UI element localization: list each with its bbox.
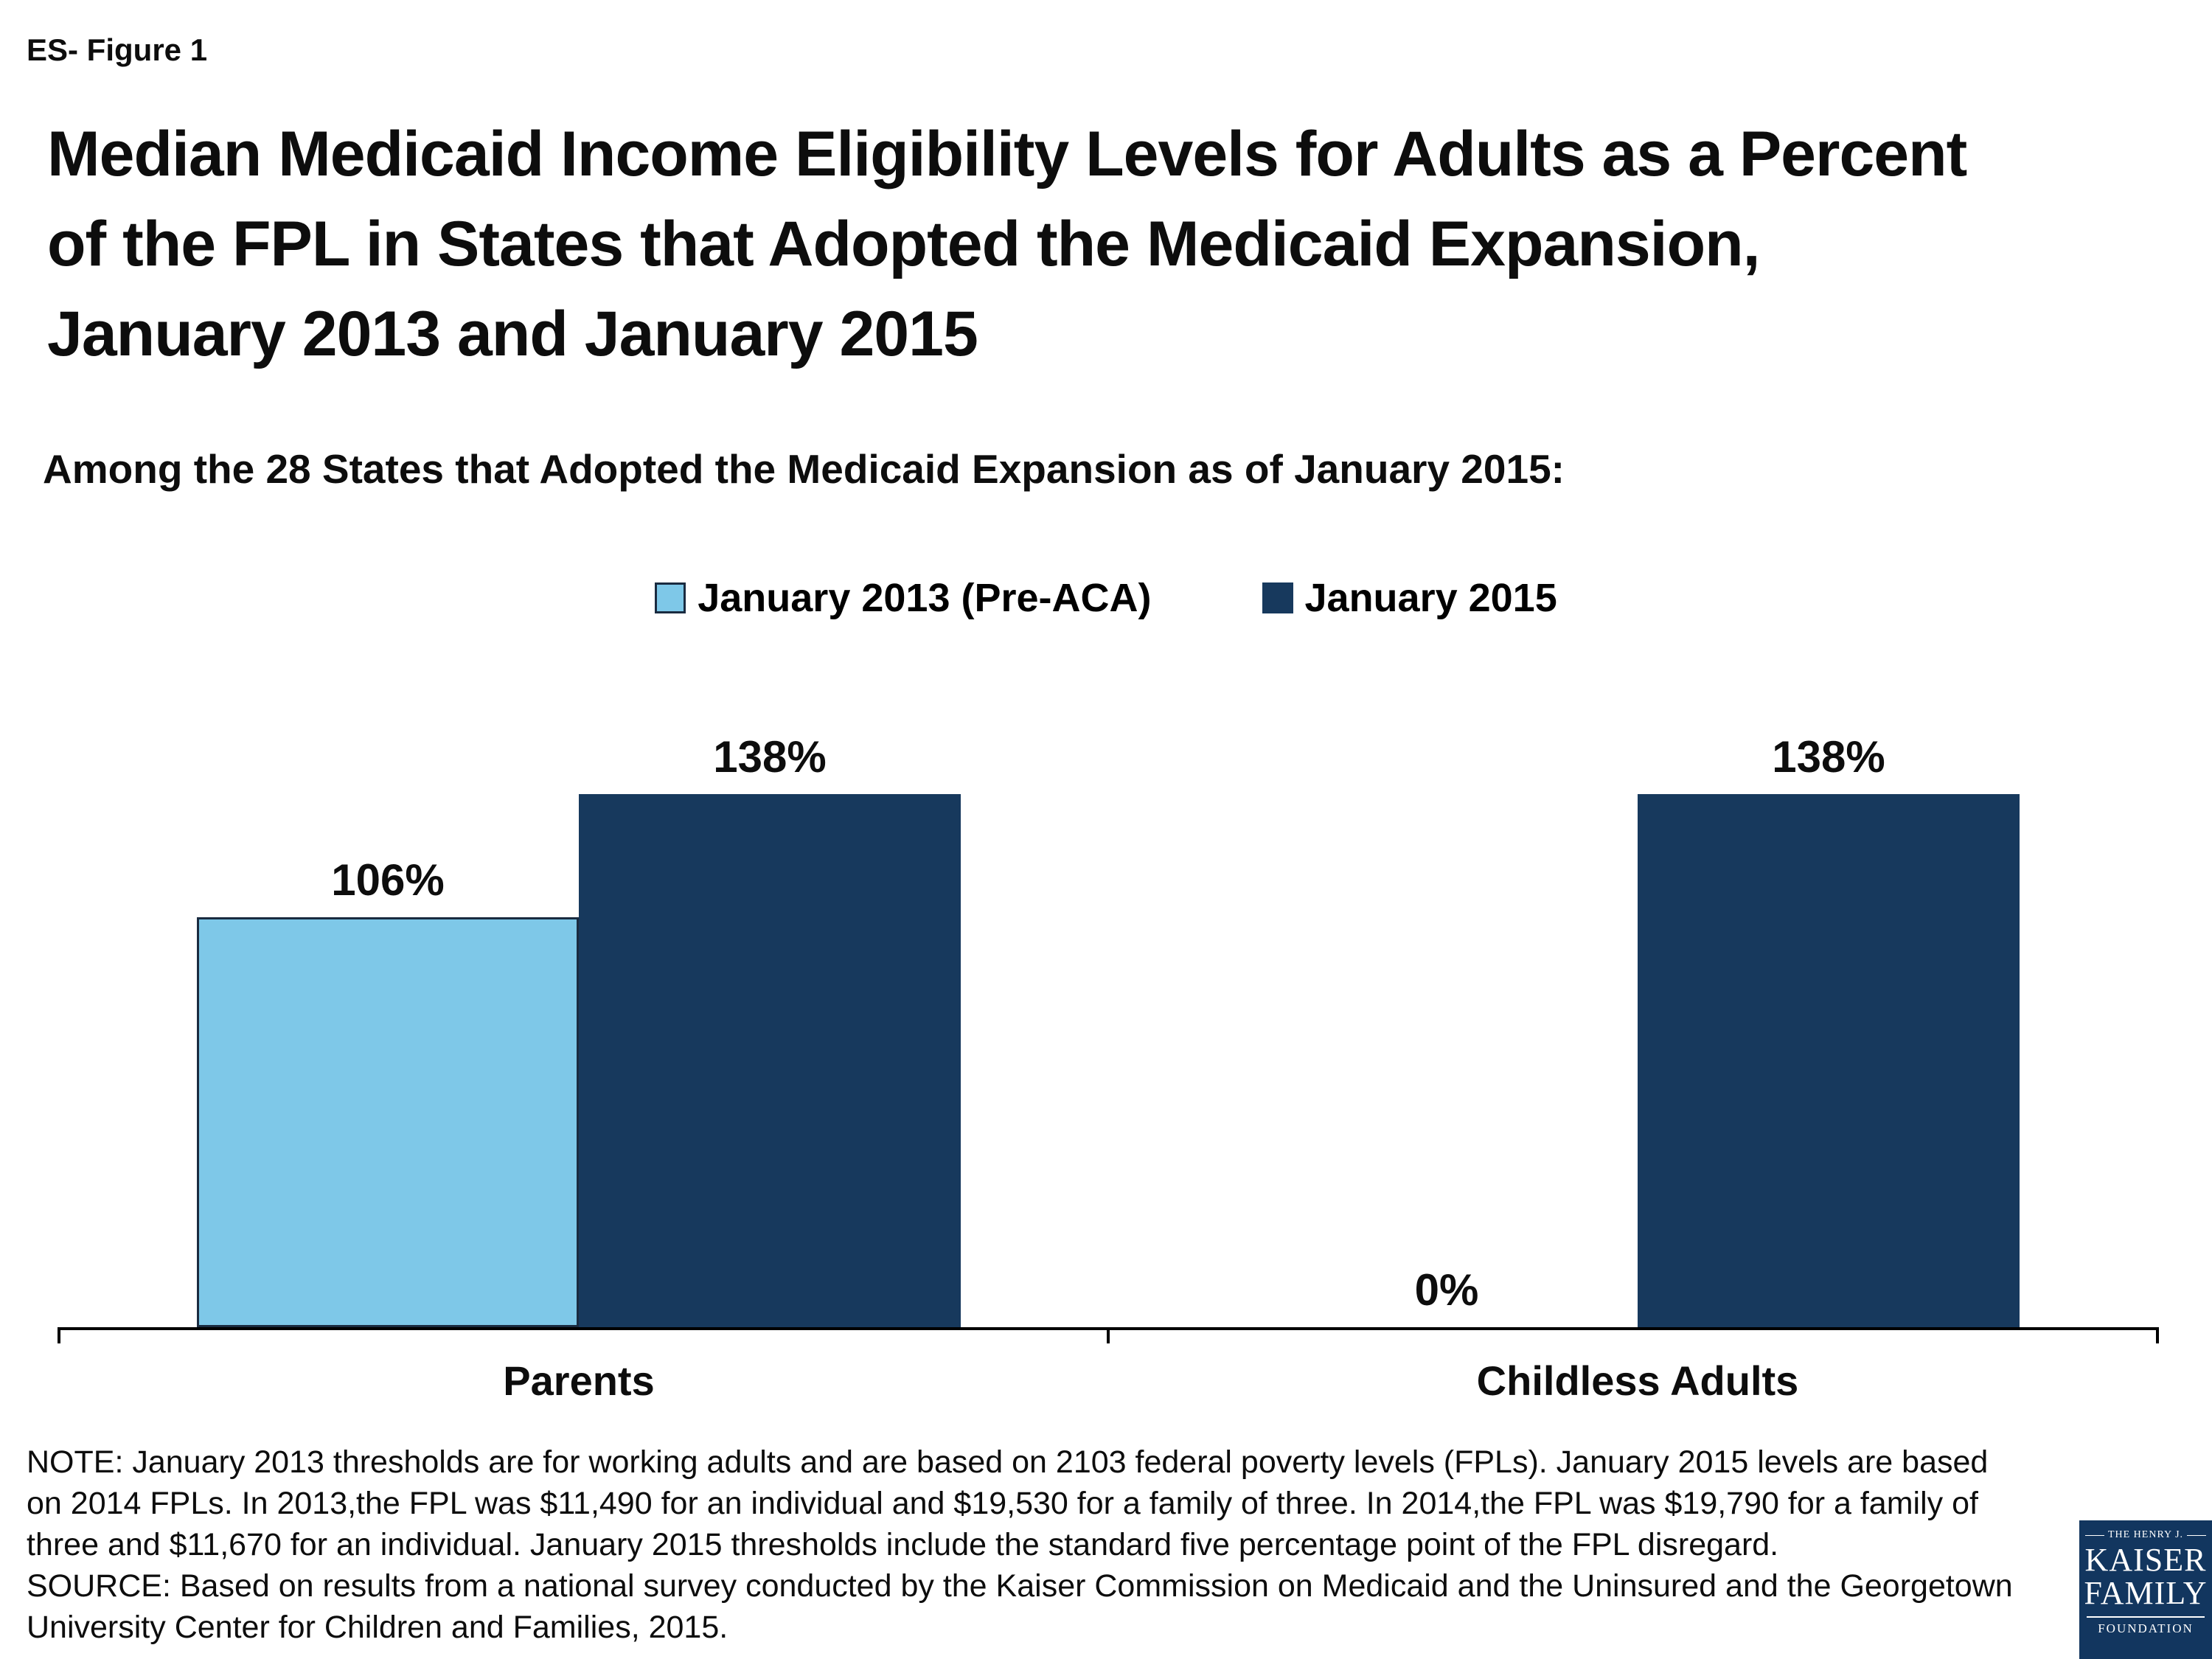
- kff-logo-foundation: FOUNDATION: [2087, 1615, 2205, 1636]
- legend-swatch-2013-icon: [655, 582, 686, 613]
- legend-label-jan-2015: January 2015: [1304, 576, 1557, 620]
- bar-value-label: 138%: [1772, 731, 1885, 782]
- kff-logo-family: FAMILY: [2084, 1574, 2208, 1611]
- bar-january-2015: [579, 793, 961, 1327]
- logo-rule: [2085, 1534, 2104, 1536]
- category-label-childless-adults: Childless Adults: [1476, 1357, 1799, 1404]
- category-axis-labels: Parents Childless Adults: [58, 1357, 2159, 1405]
- legend-label-jan-2013: January 2013 (Pre-ACA): [698, 576, 1152, 620]
- note-text: NOTE: January 2013 thresholds are for wo…: [27, 1444, 1989, 1562]
- legend-item-jan-2015: January 2015: [1262, 575, 1557, 621]
- bar-value-label: 138%: [713, 731, 827, 782]
- axis-tick: [1107, 1330, 1110, 1343]
- bar-january-2015: [1638, 793, 2020, 1327]
- chart-legend: January 2013 (Pre-ACA) January 2015: [0, 575, 2212, 621]
- x-axis-line: [58, 1327, 2159, 1346]
- kff-logo-henry-j: THE HENRY J.: [2107, 1529, 2184, 1540]
- bar-group-parents: 106% 138%: [197, 732, 961, 1327]
- logo-rule: [2187, 1534, 2206, 1536]
- kff-logo-top-line: THE HENRY J.: [2085, 1529, 2206, 1541]
- legend-item-jan-2013: January 2013 (Pre-ACA): [655, 575, 1152, 621]
- bar-slot: 138%: [579, 732, 961, 1327]
- source-text: SOURCE: Based on results from a national…: [27, 1568, 2013, 1645]
- footnote-block: NOTE: January 2013 thresholds are for wo…: [27, 1442, 2032, 1648]
- bar-slot: 0%: [1256, 767, 1638, 1327]
- bar-slot: 106%: [197, 767, 579, 1327]
- bar-value-label: 0%: [1414, 1265, 1479, 1315]
- bar-slot: 138%: [1638, 732, 2020, 1327]
- axis-tick: [58, 1330, 60, 1343]
- bar-group-childless-adults: 0% 138%: [1256, 732, 2020, 1327]
- kff-logo: THE HENRY J. KAISER FAMILY FOUNDATION: [2079, 1520, 2212, 1659]
- axis-tick: [2156, 1330, 2159, 1343]
- bar-january-2013-pre-aca-: [197, 917, 579, 1327]
- legend-swatch-2015-icon: [1262, 582, 1293, 613]
- page-title: Median Medicaid Income Eligibility Level…: [47, 119, 1967, 370]
- kff-logo-kaiser: KAISER: [2084, 1542, 2207, 1578]
- bar-value-label: 106%: [331, 855, 445, 905]
- bar-chart: 106% 138% 0% 138% Parents Childless Adults: [58, 732, 2159, 1405]
- plot-area: 106% 138% 0% 138%: [58, 732, 2159, 1327]
- chart-subtitle: Among the 28 States that Adopted the Med…: [43, 446, 1565, 492]
- figure-label: ES- Figure 1: [27, 32, 208, 67]
- category-label-parents: Parents: [503, 1357, 655, 1404]
